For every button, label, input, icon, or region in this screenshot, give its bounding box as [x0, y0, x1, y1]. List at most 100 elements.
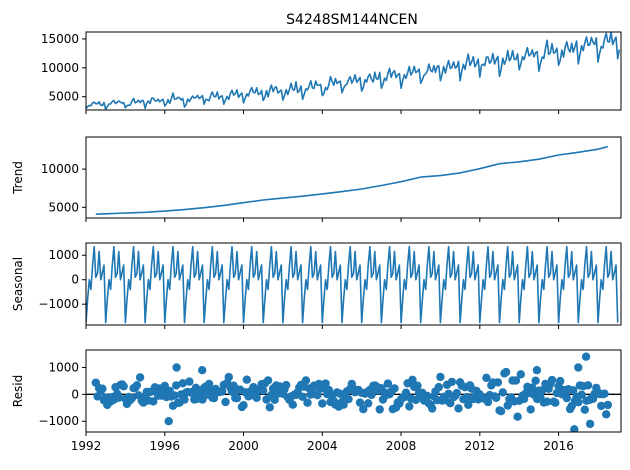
resid-point [600, 389, 609, 398]
resid-point [218, 387, 227, 396]
y-tick-label: 1000 [48, 248, 79, 262]
resid-point [462, 392, 471, 402]
resid-point [359, 405, 368, 414]
resid-point [436, 372, 445, 382]
resid-point [321, 379, 330, 388]
resid-point [452, 388, 461, 398]
resid-point [270, 395, 279, 404]
y-tick-label: 1000 [48, 360, 79, 374]
resid-point [259, 386, 268, 395]
resid-plot-area [86, 352, 621, 432]
resid-point [298, 392, 307, 401]
resid-point [428, 404, 437, 413]
y-tick-label: −1000 [38, 414, 79, 428]
panel-trend: 5000 10000 Trend [11, 136, 622, 222]
resid-point [538, 386, 547, 395]
resid-point [172, 381, 181, 390]
resid-point [501, 367, 511, 377]
resid-point [265, 403, 274, 412]
x-tick-label: 1996 [149, 439, 180, 453]
y-tick-label: 10000 [41, 162, 79, 176]
resid-point [581, 352, 591, 361]
resid-point [496, 407, 506, 416]
resid-point [164, 417, 173, 426]
resid-point [401, 388, 411, 397]
panel-resid: −1000 0 1000 1992 1996 2000 2004 2008 2012 2016 Re… [11, 349, 622, 453]
x-tick-label: 2016 [543, 439, 574, 453]
resid-point [364, 399, 373, 408]
resid-point [303, 398, 312, 407]
seasonal-y-axis-title: Seasonal [11, 257, 25, 311]
observed-series-line [86, 32, 621, 110]
resid-point [114, 393, 124, 402]
trend-y-axis-title: Trend [11, 161, 25, 195]
resid-point [503, 401, 512, 410]
resid-point [232, 393, 242, 403]
resid-point [528, 383, 537, 392]
resid-point [551, 398, 560, 407]
resid-point [221, 397, 230, 407]
x-tick-label: 2004 [307, 439, 338, 453]
resid-point [339, 400, 348, 409]
resid-point [135, 373, 145, 382]
resid-point [493, 378, 503, 387]
resid-point [408, 375, 417, 384]
resid-point [464, 400, 473, 409]
resid-point [375, 405, 384, 414]
resid-point [413, 381, 422, 390]
x-tick-label: 2012 [465, 439, 496, 453]
resid-point [602, 410, 611, 419]
resid-point [569, 386, 578, 395]
y-tick-label: 5000 [48, 200, 79, 214]
resid-point [119, 382, 128, 391]
resid-point [239, 401, 248, 410]
resid-point [405, 402, 414, 411]
resid-point [204, 379, 214, 389]
resid-point [209, 393, 219, 403]
resid-point [198, 366, 207, 375]
chart-title: S4248SM144NCEN [286, 12, 418, 28]
resid-point [149, 397, 158, 406]
resid-point [577, 390, 586, 399]
seasonal-plot-area [86, 245, 619, 324]
resid-point [263, 376, 273, 385]
x-tick-label: 2008 [386, 439, 417, 453]
x-tick-label: 1992 [71, 439, 102, 453]
resid-point [423, 391, 432, 401]
resid-point [224, 372, 233, 382]
resid-point [367, 390, 376, 400]
resid-point [492, 393, 501, 402]
resid-point [318, 399, 327, 408]
resid-point [447, 377, 457, 387]
observed-axes-frame [85, 31, 622, 111]
resid-point [574, 363, 583, 372]
y-tick-label: 10000 [41, 61, 79, 75]
resid-point [511, 376, 521, 385]
resid-point [585, 419, 595, 429]
resid-point [483, 397, 493, 407]
trend-series-line [95, 145, 609, 215]
resid-point [532, 366, 542, 375]
resid-point [390, 384, 399, 393]
resid-point [556, 376, 565, 386]
resid-point [355, 398, 365, 407]
resid-point [597, 401, 606, 411]
resid-point [513, 412, 522, 421]
resid-point [526, 405, 535, 414]
resid-point [127, 394, 137, 403]
y-tick-label: 15000 [41, 32, 79, 46]
resid-point [98, 384, 107, 393]
trend-axes-frame [85, 136, 622, 219]
y-tick-label: 5000 [48, 90, 79, 104]
resid-point [252, 393, 261, 402]
y-tick-label: 0 [71, 273, 79, 287]
resid-point [132, 381, 142, 390]
panel-observed: 5000 10000 15000 [41, 31, 622, 114]
resid-point [547, 375, 557, 385]
seasonal-axes-frame [85, 242, 622, 326]
resid-point [383, 379, 393, 388]
resid-point [313, 391, 322, 400]
trend-plot-area [95, 145, 609, 215]
resid-point [482, 373, 491, 382]
